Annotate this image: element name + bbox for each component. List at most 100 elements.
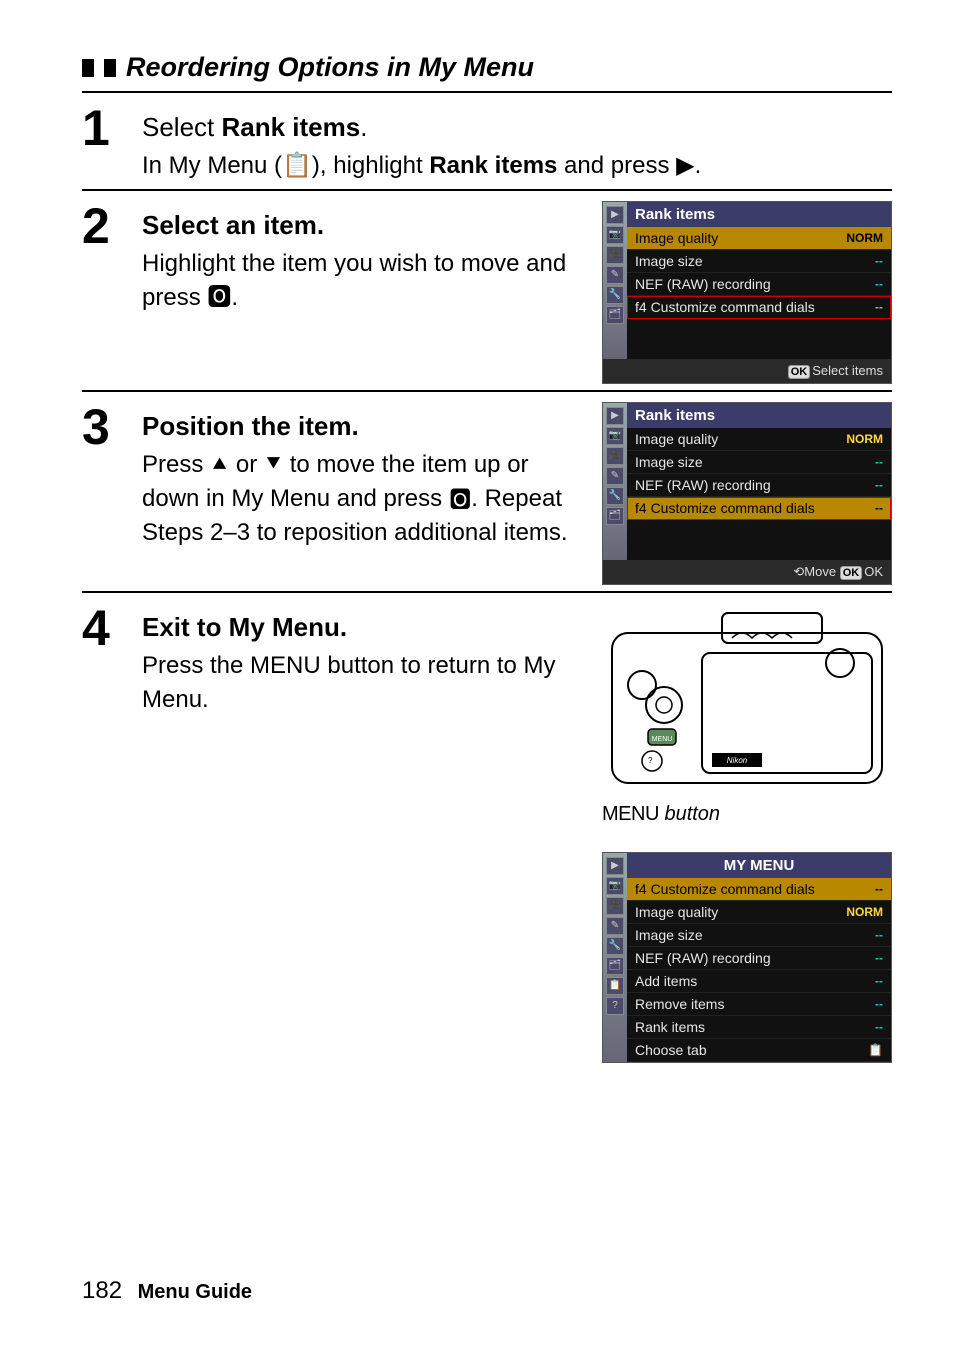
menu-row: f4 Customize command dials -- xyxy=(627,878,891,901)
caption-menu-word: MENU xyxy=(602,803,659,825)
step-title: Select Rank items. xyxy=(142,109,892,145)
menu-sidebar: ▶ 📷 🎥 ✎ 🔧 🗂 xyxy=(603,202,627,359)
step-text: Press the MENU button to return to My Me… xyxy=(142,649,582,716)
step-2: 2 Select an item. Highlight the item you… xyxy=(82,189,892,384)
menu-row-value: NORM xyxy=(846,432,883,446)
heading-text: Reordering Options in My Menu xyxy=(126,52,534,83)
menu-row-value: -- xyxy=(875,300,883,314)
menu-row-value: -- xyxy=(875,277,883,291)
menu-row-label: Rank items xyxy=(635,1019,705,1035)
step-title-bold: Rank items xyxy=(222,112,361,142)
menu-footer: ⟲Move OKOK xyxy=(603,560,891,584)
heading-bullet-icon xyxy=(82,59,94,77)
menu-row: Choose tab📋 xyxy=(627,1039,891,1062)
menu-row: Add items -- xyxy=(627,970,891,993)
menu-row-label: NEF (RAW) recording xyxy=(635,276,771,292)
step-title-suffix: . xyxy=(360,112,367,142)
menu-row: Image size -- xyxy=(627,451,891,474)
step-number: 1 xyxy=(82,103,122,153)
step-title-prefix: Select xyxy=(142,112,222,142)
menu-row: Image size -- xyxy=(627,924,891,947)
menu-row: NEF (RAW) recording-- xyxy=(627,474,891,497)
page-number: 182 xyxy=(82,1277,122,1304)
camera-caption: MENU button xyxy=(602,803,720,826)
menu-row-label: f4 Customize command dials xyxy=(635,881,815,897)
menu-row: Image quality NORM xyxy=(627,428,891,451)
menu-row-value: -- xyxy=(875,455,883,469)
sidebar-tab-icon: ✎ xyxy=(606,917,624,935)
menu-row-label: Image size xyxy=(635,454,703,470)
menu-row: Image qualityNORM xyxy=(627,227,891,250)
menu-row: f4 Customize command dials -- xyxy=(627,497,891,520)
step-number: 4 xyxy=(82,603,122,653)
menu-rows: Image qualityNORMImage size--NEF (RAW) r… xyxy=(627,227,891,319)
svg-text:Nikon: Nikon xyxy=(727,756,748,765)
menu-screenshot-result: ▶📷🎥✎🔧🗂📋? MY MENU f4 Customize command di… xyxy=(602,852,892,1063)
menu-row: Image size-- xyxy=(627,250,891,273)
menu-row: NEF (RAW) recording -- xyxy=(627,947,891,970)
page-label: Menu Guide xyxy=(138,1281,252,1303)
step-text: In My Menu (📋), highlight Rank items and… xyxy=(142,149,892,183)
step-title-prefix: Select an item. xyxy=(142,210,324,240)
menu-row-label: NEF (RAW) recording xyxy=(635,950,771,966)
menu-row-value: -- xyxy=(875,882,883,896)
step-number: 2 xyxy=(82,201,122,251)
menu-row-label: Choose tab xyxy=(635,1042,707,1058)
menu-row-label: Remove items xyxy=(635,996,724,1012)
menu-sidebar: ▶📷🎥✎🔧🗂📋? xyxy=(603,853,627,1062)
menu-screenshot-step3: ▶📷🎥✎🔧🗂 Rank items Image qualityNORMImage… xyxy=(602,402,892,585)
menu-rows: Image qualityNORMImage size--NEF (RAW) r… xyxy=(627,428,891,520)
menu-title: Rank items xyxy=(627,202,891,227)
step-title-prefix: Exit to My Menu. xyxy=(142,612,347,642)
menu-title: Rank items xyxy=(627,403,891,428)
sidebar-tab-icon: ✎ xyxy=(606,467,624,485)
sidebar-tab-icon: 🔧 xyxy=(606,286,624,304)
step-4: 4 Exit to My Menu. Press the MENU button… xyxy=(82,591,892,1063)
sidebar-tab-icon: 🗂 xyxy=(606,306,624,324)
menu-row: f4 Customize command dials -- xyxy=(627,296,891,319)
menu-row: Image qualityNORM xyxy=(627,901,891,924)
menu-row-value: -- xyxy=(875,997,883,1011)
sidebar-tab-icon: 🎥 xyxy=(606,447,624,465)
menu-row-label: Image size xyxy=(635,927,703,943)
menu-row-value: -- xyxy=(875,974,883,988)
camera-diagram: MENU ? Nikon xyxy=(602,603,892,793)
sidebar-tab-icon: ▶ xyxy=(606,206,624,224)
sidebar-tab-icon: 📷 xyxy=(606,427,624,445)
menu-row-value: NORM xyxy=(846,905,883,919)
heading-bullet-icon xyxy=(104,59,116,77)
sidebar-tab-icon: 🗂 xyxy=(606,957,624,975)
svg-text:?: ? xyxy=(648,756,653,765)
step-number: 3 xyxy=(82,402,122,452)
sidebar-tab-icon: 🎥 xyxy=(606,897,624,915)
step-title: Position the item. xyxy=(142,408,582,444)
menu-row-value: -- xyxy=(875,1020,883,1034)
step-3: 3 Position the item. Press ⯅ or ⯆ to mov… xyxy=(82,390,892,585)
section-heading: Reordering Options in My Menu xyxy=(82,52,892,83)
menu-row-value: -- xyxy=(875,478,883,492)
step-text: Press ⯅ or ⯆ to move the item up or down… xyxy=(142,448,582,549)
menu-row-value: -- xyxy=(875,951,883,965)
menu-row-label: f4 Customize command dials xyxy=(635,299,815,315)
menu-row-label: f4 Customize command dials xyxy=(635,500,815,516)
caption-rest: button xyxy=(659,803,720,825)
menu-row-label: Image quality xyxy=(635,431,718,447)
menu-row-label: Add items xyxy=(635,973,697,989)
menu-screenshot-step2: ▶📷🎥✎🔧🗂 Rank items Image qualityNORMImage… xyxy=(602,201,892,384)
svg-text:MENU: MENU xyxy=(652,736,673,743)
sidebar-tab-icon: 🗂 xyxy=(606,507,624,525)
menu-row-label: Image size xyxy=(635,253,703,269)
sidebar-tab-icon: ▶ xyxy=(606,857,624,875)
sidebar-tab-icon: 🔧 xyxy=(606,487,624,505)
sidebar-tab-icon: 📷 xyxy=(606,226,624,244)
menu-row: Remove items -- xyxy=(627,993,891,1016)
step-1: 1 Select Rank items. In My Menu (📋), hig… xyxy=(82,91,892,183)
sidebar-tab-icon: ✎ xyxy=(606,266,624,284)
sidebar-tab-icon: ? xyxy=(606,997,624,1015)
page-footer: 182 Menu Guide xyxy=(82,1277,252,1305)
menu-footer: OKSelect items xyxy=(603,359,891,383)
sidebar-tab-icon: 🎥 xyxy=(606,246,624,264)
menu-row-value: -- xyxy=(875,501,883,515)
menu-row: NEF (RAW) recording -- xyxy=(627,273,891,296)
menu-row-value: -- xyxy=(875,928,883,942)
